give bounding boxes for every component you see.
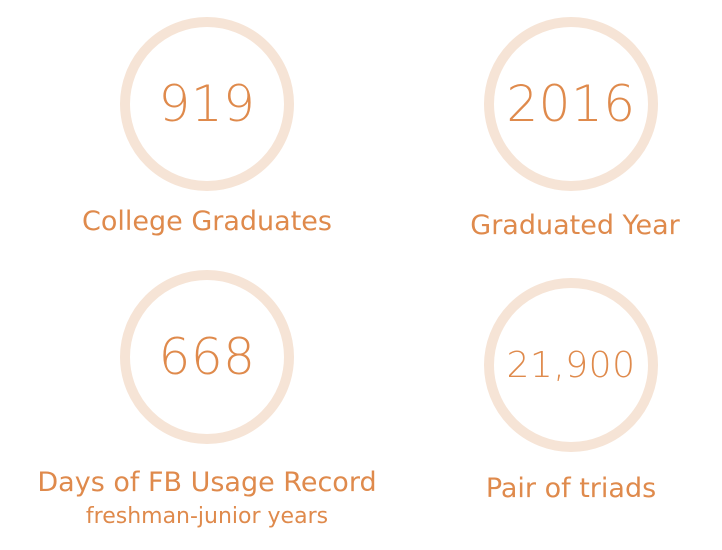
stat-circle-pair-of-triads: 21,900 (484, 278, 658, 452)
stat-circle-college-graduates: 919 (120, 17, 294, 191)
stat-circle-graduated-year: 2016 (484, 17, 658, 191)
stat-sublabel-fb-usage-days: freshman-junior years (85, 504, 329, 529)
stat-value: 919 (158, 75, 256, 133)
stat-label-graduated-year: Graduated Year (470, 210, 680, 241)
stat-value: 21,900 (506, 344, 636, 386)
stat-label-pair-of-triads: Pair of triads (485, 473, 657, 504)
stat-value: 2016 (506, 75, 636, 133)
stat-value: 668 (158, 328, 256, 386)
stat-label-college-graduates: College Graduates (82, 206, 332, 237)
stat-circle-fb-usage-days: 668 (120, 270, 294, 444)
stat-label-fb-usage-days: Days of FB Usage Record (37, 467, 377, 498)
